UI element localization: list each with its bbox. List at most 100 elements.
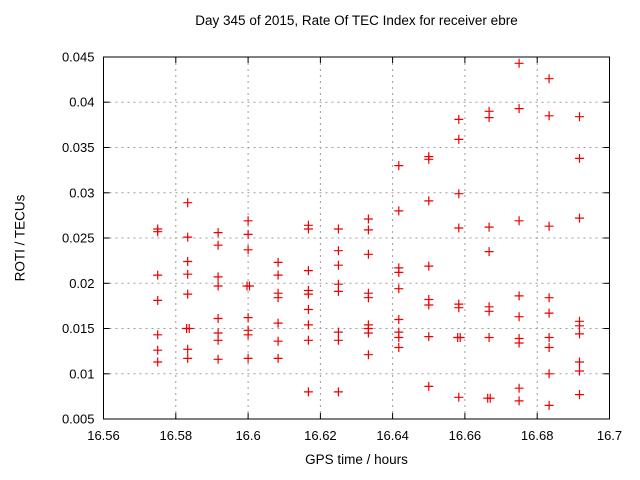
- data-point-marker: [243, 330, 253, 340]
- data-point-marker: [363, 328, 373, 338]
- data-point-marker: [424, 261, 434, 271]
- data-point-marker: [484, 222, 494, 232]
- data-point-marker: [394, 267, 404, 277]
- data-point-marker: [544, 293, 554, 303]
- data-point-marker: [153, 270, 163, 280]
- x-tick-label: 16.62: [304, 428, 337, 443]
- data-point-marker: [184, 324, 194, 333]
- data-point-marker: [575, 329, 584, 339]
- data-point-marker: [213, 228, 223, 238]
- data-point-marker: [544, 343, 554, 352]
- data-point-marker: [394, 333, 404, 342]
- data-point-marker: [243, 245, 253, 255]
- data-point-marker: [394, 315, 404, 324]
- y-tick-label: 0.025: [62, 231, 95, 246]
- data-point-marker: [183, 257, 193, 266]
- data-point-marker: [363, 293, 373, 303]
- data-point-marker: [544, 333, 554, 342]
- data-point-marker: [575, 213, 584, 223]
- data-point-marker: [333, 224, 343, 234]
- data-point-marker: [183, 289, 193, 299]
- data-point-marker: [333, 387, 343, 397]
- data-point-marker: [333, 327, 343, 337]
- x-tick-label: 16.56: [87, 428, 120, 443]
- x-tick-label: 16.68: [521, 428, 554, 443]
- data-point-marker: [454, 303, 464, 313]
- data-point-marker: [424, 381, 434, 391]
- x-tick-label: 16.6: [235, 428, 260, 443]
- data-point-marker: [514, 58, 524, 68]
- data-point-marker: [394, 343, 404, 352]
- data-point-marker: [245, 281, 254, 291]
- data-point-marker: [273, 293, 283, 303]
- y-tick-label: 0.02: [69, 276, 94, 291]
- data-point-marker: [183, 353, 193, 363]
- y-tick-label: 0.035: [62, 140, 95, 155]
- data-point-marker: [544, 400, 554, 410]
- data-point-marker: [153, 295, 163, 305]
- data-point-marker: [333, 246, 343, 256]
- data-point-marker: [273, 336, 283, 346]
- data-point-marker: [394, 206, 404, 216]
- data-point-marker: [394, 284, 404, 294]
- data-point-marker: [454, 114, 464, 124]
- data-point-marker: [213, 240, 223, 250]
- data-point-marker: [424, 196, 434, 206]
- data-point-marker: [544, 369, 554, 379]
- data-point-marker: [394, 161, 404, 171]
- data-point-marker: [575, 390, 584, 400]
- data-point-marker: [303, 266, 313, 276]
- data-point-marker: [273, 353, 283, 363]
- x-tick-label: 16.58: [160, 428, 193, 443]
- data-point-marker: [183, 232, 193, 242]
- data-point-marker: [484, 306, 494, 316]
- data-point-marker: [484, 113, 494, 123]
- data-point-marker: [484, 247, 494, 257]
- data-point-marker: [153, 345, 163, 355]
- data-point-marker: [183, 269, 193, 279]
- data-point-marker: [363, 214, 373, 224]
- x-tick-label: 16.66: [449, 428, 482, 443]
- x-tick-label: 16.64: [376, 428, 409, 443]
- x-tick-label: 16.7: [597, 428, 622, 443]
- data-point-marker: [514, 396, 524, 406]
- data-point-marker: [153, 330, 163, 340]
- data-point-marker: [363, 249, 373, 259]
- data-point-marker: [514, 291, 524, 301]
- data-point-marker: [153, 227, 163, 237]
- data-point-marker: [575, 321, 584, 331]
- data-point-marker: [485, 393, 495, 403]
- data-point-marker: [243, 216, 253, 226]
- data-point-marker: [544, 111, 554, 121]
- x-axis-label: GPS time / hours: [305, 452, 408, 467]
- data-point-marker: [454, 134, 464, 144]
- data-point-marker: [363, 225, 373, 235]
- data-point-marker: [273, 270, 283, 280]
- data-point-marker: [273, 257, 283, 267]
- data-point-marker: [514, 312, 524, 322]
- data-point-marker: [454, 189, 464, 199]
- data-point-marker: [333, 286, 343, 296]
- data-point-marker: [243, 353, 253, 363]
- data-point-marker: [303, 387, 313, 397]
- data-point-marker: [183, 198, 193, 208]
- data-point-marker: [575, 153, 584, 163]
- data-point-marker: [454, 223, 464, 233]
- data-point-marker: [303, 224, 313, 234]
- data-point-marker: [514, 383, 524, 393]
- data-point-marker: [575, 366, 584, 376]
- data-point-marker: [454, 392, 464, 402]
- data-point-marker: [213, 281, 223, 291]
- data-point-marker: [183, 344, 193, 354]
- data-point-marker: [514, 104, 524, 114]
- data-point-marker: [455, 333, 465, 342]
- data-point-marker: [544, 74, 554, 84]
- data-point-marker: [213, 314, 223, 323]
- data-point-marker: [544, 308, 554, 318]
- y-tick-label: 0.04: [69, 95, 94, 110]
- data-point-marker: [363, 350, 373, 360]
- y-tick-label: 0.015: [62, 321, 95, 336]
- y-tick-label: 0.045: [62, 50, 95, 65]
